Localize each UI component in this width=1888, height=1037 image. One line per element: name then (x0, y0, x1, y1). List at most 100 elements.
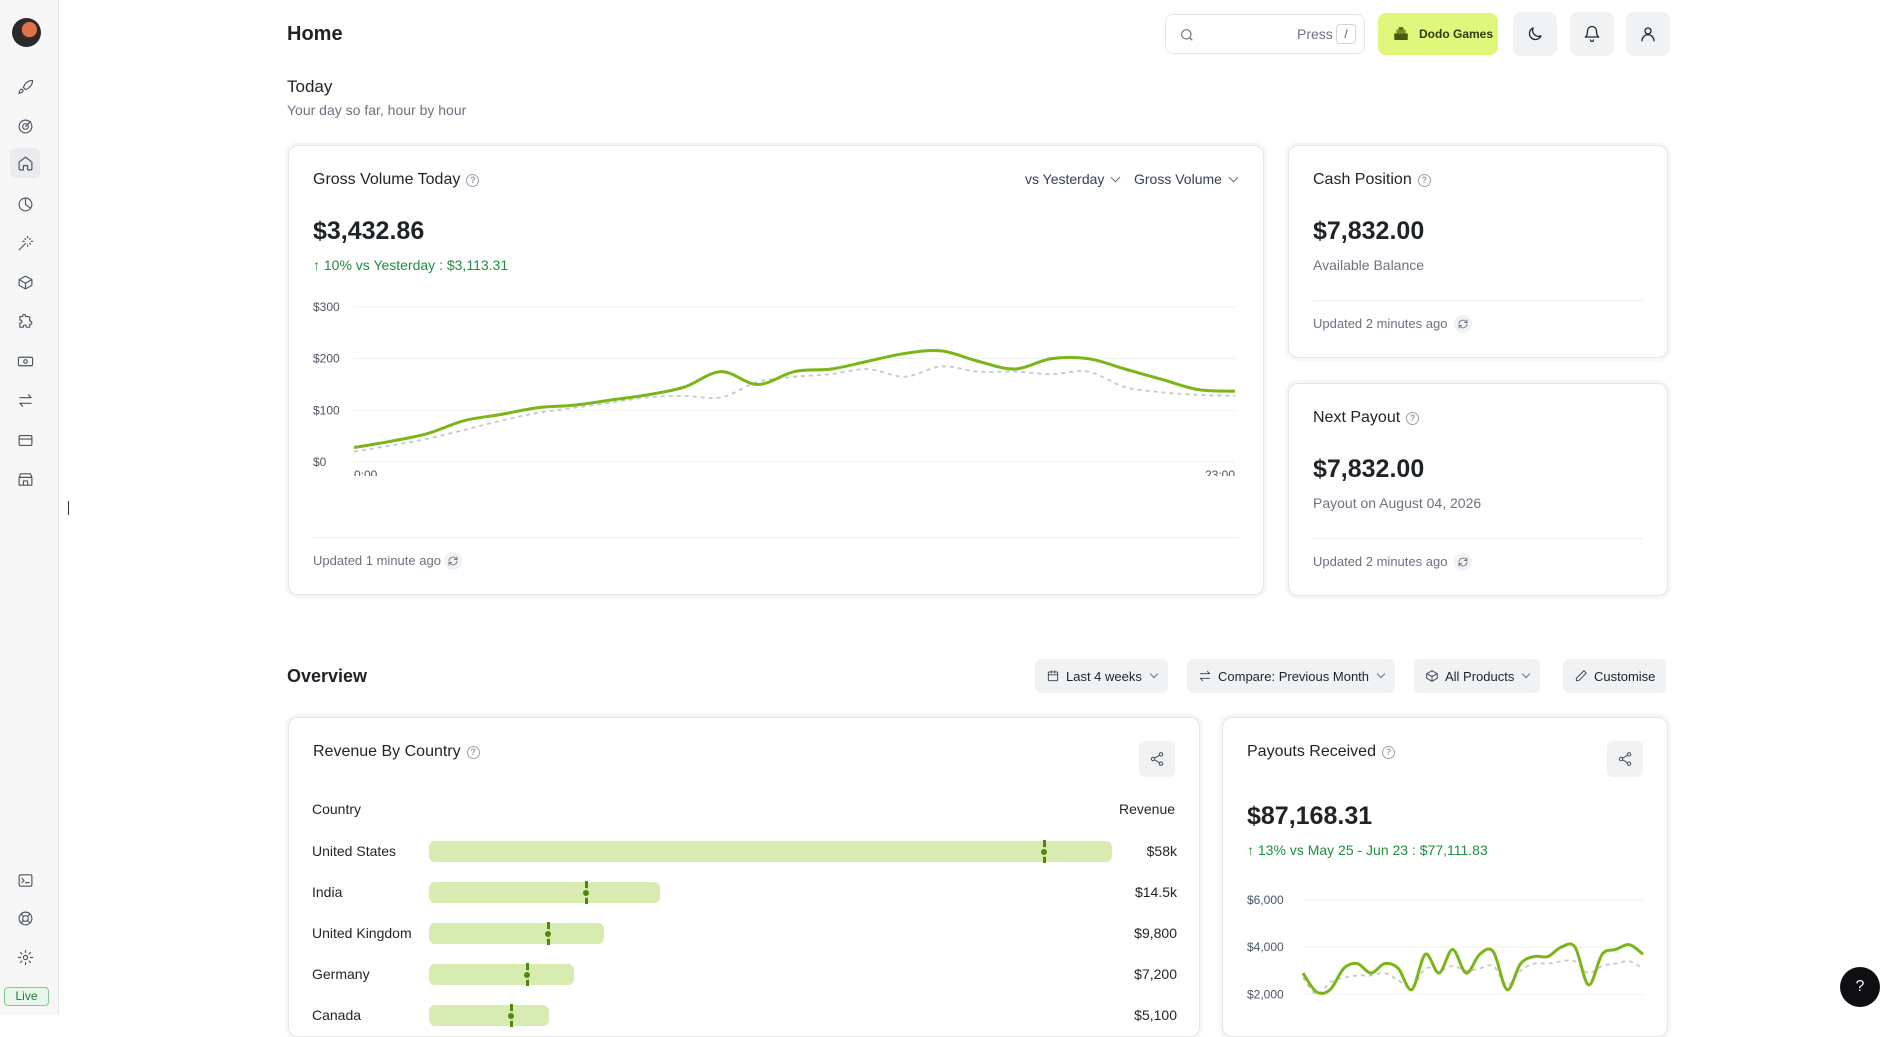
profile-button[interactable] (1626, 12, 1670, 56)
refresh-icon[interactable] (1454, 553, 1472, 571)
country-name: Germany (312, 966, 370, 982)
theme-toggle-button[interactable] (1513, 12, 1557, 56)
y-tick-label: $6,000 (1247, 893, 1284, 907)
payouts-received-chart: $2,000 $4,000 $6,000 (1247, 893, 1644, 1001)
gross-volume-chart: $0 $100 $200 $300 0:00 23:00 (313, 300, 1236, 476)
business-switcher-button[interactable]: Dodo Games (1378, 13, 1498, 55)
divider (313, 537, 1239, 538)
x-tick-label: 0:00 (354, 468, 378, 476)
help-button[interactable]: ? (1840, 967, 1880, 1007)
compare-dropdown[interactable]: vs Yesterday (1025, 171, 1121, 187)
chart-icon[interactable] (13, 192, 37, 216)
help-icon[interactable]: ? (1381, 746, 1395, 759)
bar-marker-dot (580, 888, 591, 898)
revenue-bar[interactable] (429, 923, 605, 944)
banknote-icon[interactable] (13, 349, 37, 373)
chevron-down-icon (1376, 669, 1386, 679)
user-icon (1641, 27, 1655, 42)
sidebar: Live (0, 0, 59, 1015)
products-label: All Products (1445, 668, 1515, 684)
home-icon[interactable] (10, 148, 40, 178)
share-button[interactable] (1139, 741, 1175, 777)
x-tick-label: 23:00 (1205, 468, 1235, 476)
country-name: Canada (312, 1007, 362, 1023)
cash-position-value: $7,832.00 (1313, 217, 1425, 245)
payouts-compare-line (1302, 959, 1644, 996)
country-name: United Kingdom (312, 925, 412, 941)
today-series-line (353, 349, 1236, 450)
bar-marker-dot (543, 929, 554, 939)
revenue-value: $9,800 (1134, 925, 1177, 941)
revenue-bar[interactable] (429, 964, 574, 985)
gross-volume-delta: ↑ 10% vs Yesterday : $3,113.31 (313, 257, 509, 273)
y-tick-label: $200 (313, 352, 340, 366)
share-button[interactable] (1607, 741, 1643, 777)
date-range-label: Last 4 weeks (1066, 668, 1142, 684)
y-tick-label: $300 (313, 300, 340, 314)
share-icon (1150, 752, 1164, 766)
next-payout-card: Next Payout? $7,832.00 Payout on August … (1288, 383, 1668, 596)
customise-label: Customise (1594, 668, 1656, 684)
next-payout-value: $7,832.00 (1313, 455, 1425, 483)
bell-icon (1584, 25, 1600, 43)
live-badge[interactable]: Live (4, 987, 49, 1006)
box-icon[interactable] (13, 270, 37, 294)
y-tick-label: $4,000 (1247, 940, 1284, 954)
gross-volume-updated: Updated 1 minute ago (313, 553, 441, 568)
payouts-received-card: Payouts Received? $87,168.31 ↑ 13% vs Ma… (1222, 717, 1668, 1037)
transfer-icon[interactable] (13, 388, 37, 412)
date-range-filter[interactable]: Last 4 weeks (1035, 659, 1168, 693)
wallet-icon[interactable] (13, 428, 37, 452)
divider (1313, 538, 1643, 539)
cash-position-label: Available Balance (1313, 257, 1425, 273)
chevron-down-icon (1110, 172, 1121, 183)
next-payout-updated: Updated 2 minutes ago (1313, 554, 1448, 569)
puzzle-icon[interactable] (13, 309, 37, 333)
help-icon[interactable]: ? (1417, 174, 1431, 187)
revenue-by-country-title: Revenue By Country? (313, 743, 480, 761)
payouts-received-title: Payouts Received? (1247, 743, 1395, 761)
business-logo-icon (1394, 27, 1408, 40)
search-input[interactable]: Press / (1165, 14, 1365, 54)
y-tick-label: $0 (313, 455, 327, 469)
settings-icon[interactable] (13, 945, 37, 969)
calendar-icon (1047, 670, 1059, 682)
moon-icon (1528, 27, 1542, 41)
today-heading: Today (287, 77, 333, 96)
transfer-icon (1199, 670, 1211, 682)
customise-button[interactable]: Customise (1563, 659, 1667, 693)
cash-position-title: Cash Position? (1313, 171, 1431, 189)
rocket-icon[interactable] (13, 75, 37, 99)
payouts-series-line (1301, 942, 1644, 995)
metric-dropdown[interactable]: Gross Volume (1134, 171, 1239, 187)
notifications-button[interactable] (1570, 12, 1614, 56)
payouts-received-delta: ↑ 13% vs May 25 - Jun 23 : $77,111.83 (1247, 842, 1488, 858)
next-payout-label: Payout on August 04, 2026 (1313, 495, 1482, 511)
help-icon[interactable]: ? (466, 174, 480, 187)
store-icon[interactable] (13, 467, 37, 491)
target-icon[interactable] (13, 114, 37, 138)
overview-title: Overview (287, 666, 368, 686)
revenue-value: $58k (1146, 843, 1177, 859)
next-payout-title: Next Payout? (1313, 409, 1420, 427)
compare-filter[interactable]: Compare: Previous Month (1187, 659, 1396, 693)
revenue-bar[interactable] (429, 841, 1112, 862)
today-subheading: Your day so far, hour by hour (287, 102, 467, 118)
compare-label: Compare: Previous Month (1218, 668, 1370, 684)
products-filter[interactable]: All Products (1414, 659, 1541, 693)
refresh-icon[interactable] (444, 552, 462, 570)
revenue-value: $7,200 (1134, 966, 1177, 982)
revenue-bar[interactable] (429, 1005, 550, 1026)
terminal-icon[interactable] (13, 868, 37, 892)
lifebuoy-icon[interactable] (13, 906, 37, 930)
magic-wand-icon[interactable] (13, 231, 37, 255)
gross-volume-title: Gross Volume Today? (313, 171, 480, 189)
country-name: India (312, 884, 343, 900)
help-icon[interactable]: ? (466, 746, 480, 759)
revenue-bar[interactable] (429, 882, 660, 903)
chevron-down-icon (1228, 172, 1239, 183)
avatar[interactable] (12, 18, 41, 47)
help-icon[interactable]: ? (1406, 412, 1420, 425)
bar-marker-dot (505, 1011, 516, 1021)
refresh-icon[interactable] (1454, 315, 1472, 333)
